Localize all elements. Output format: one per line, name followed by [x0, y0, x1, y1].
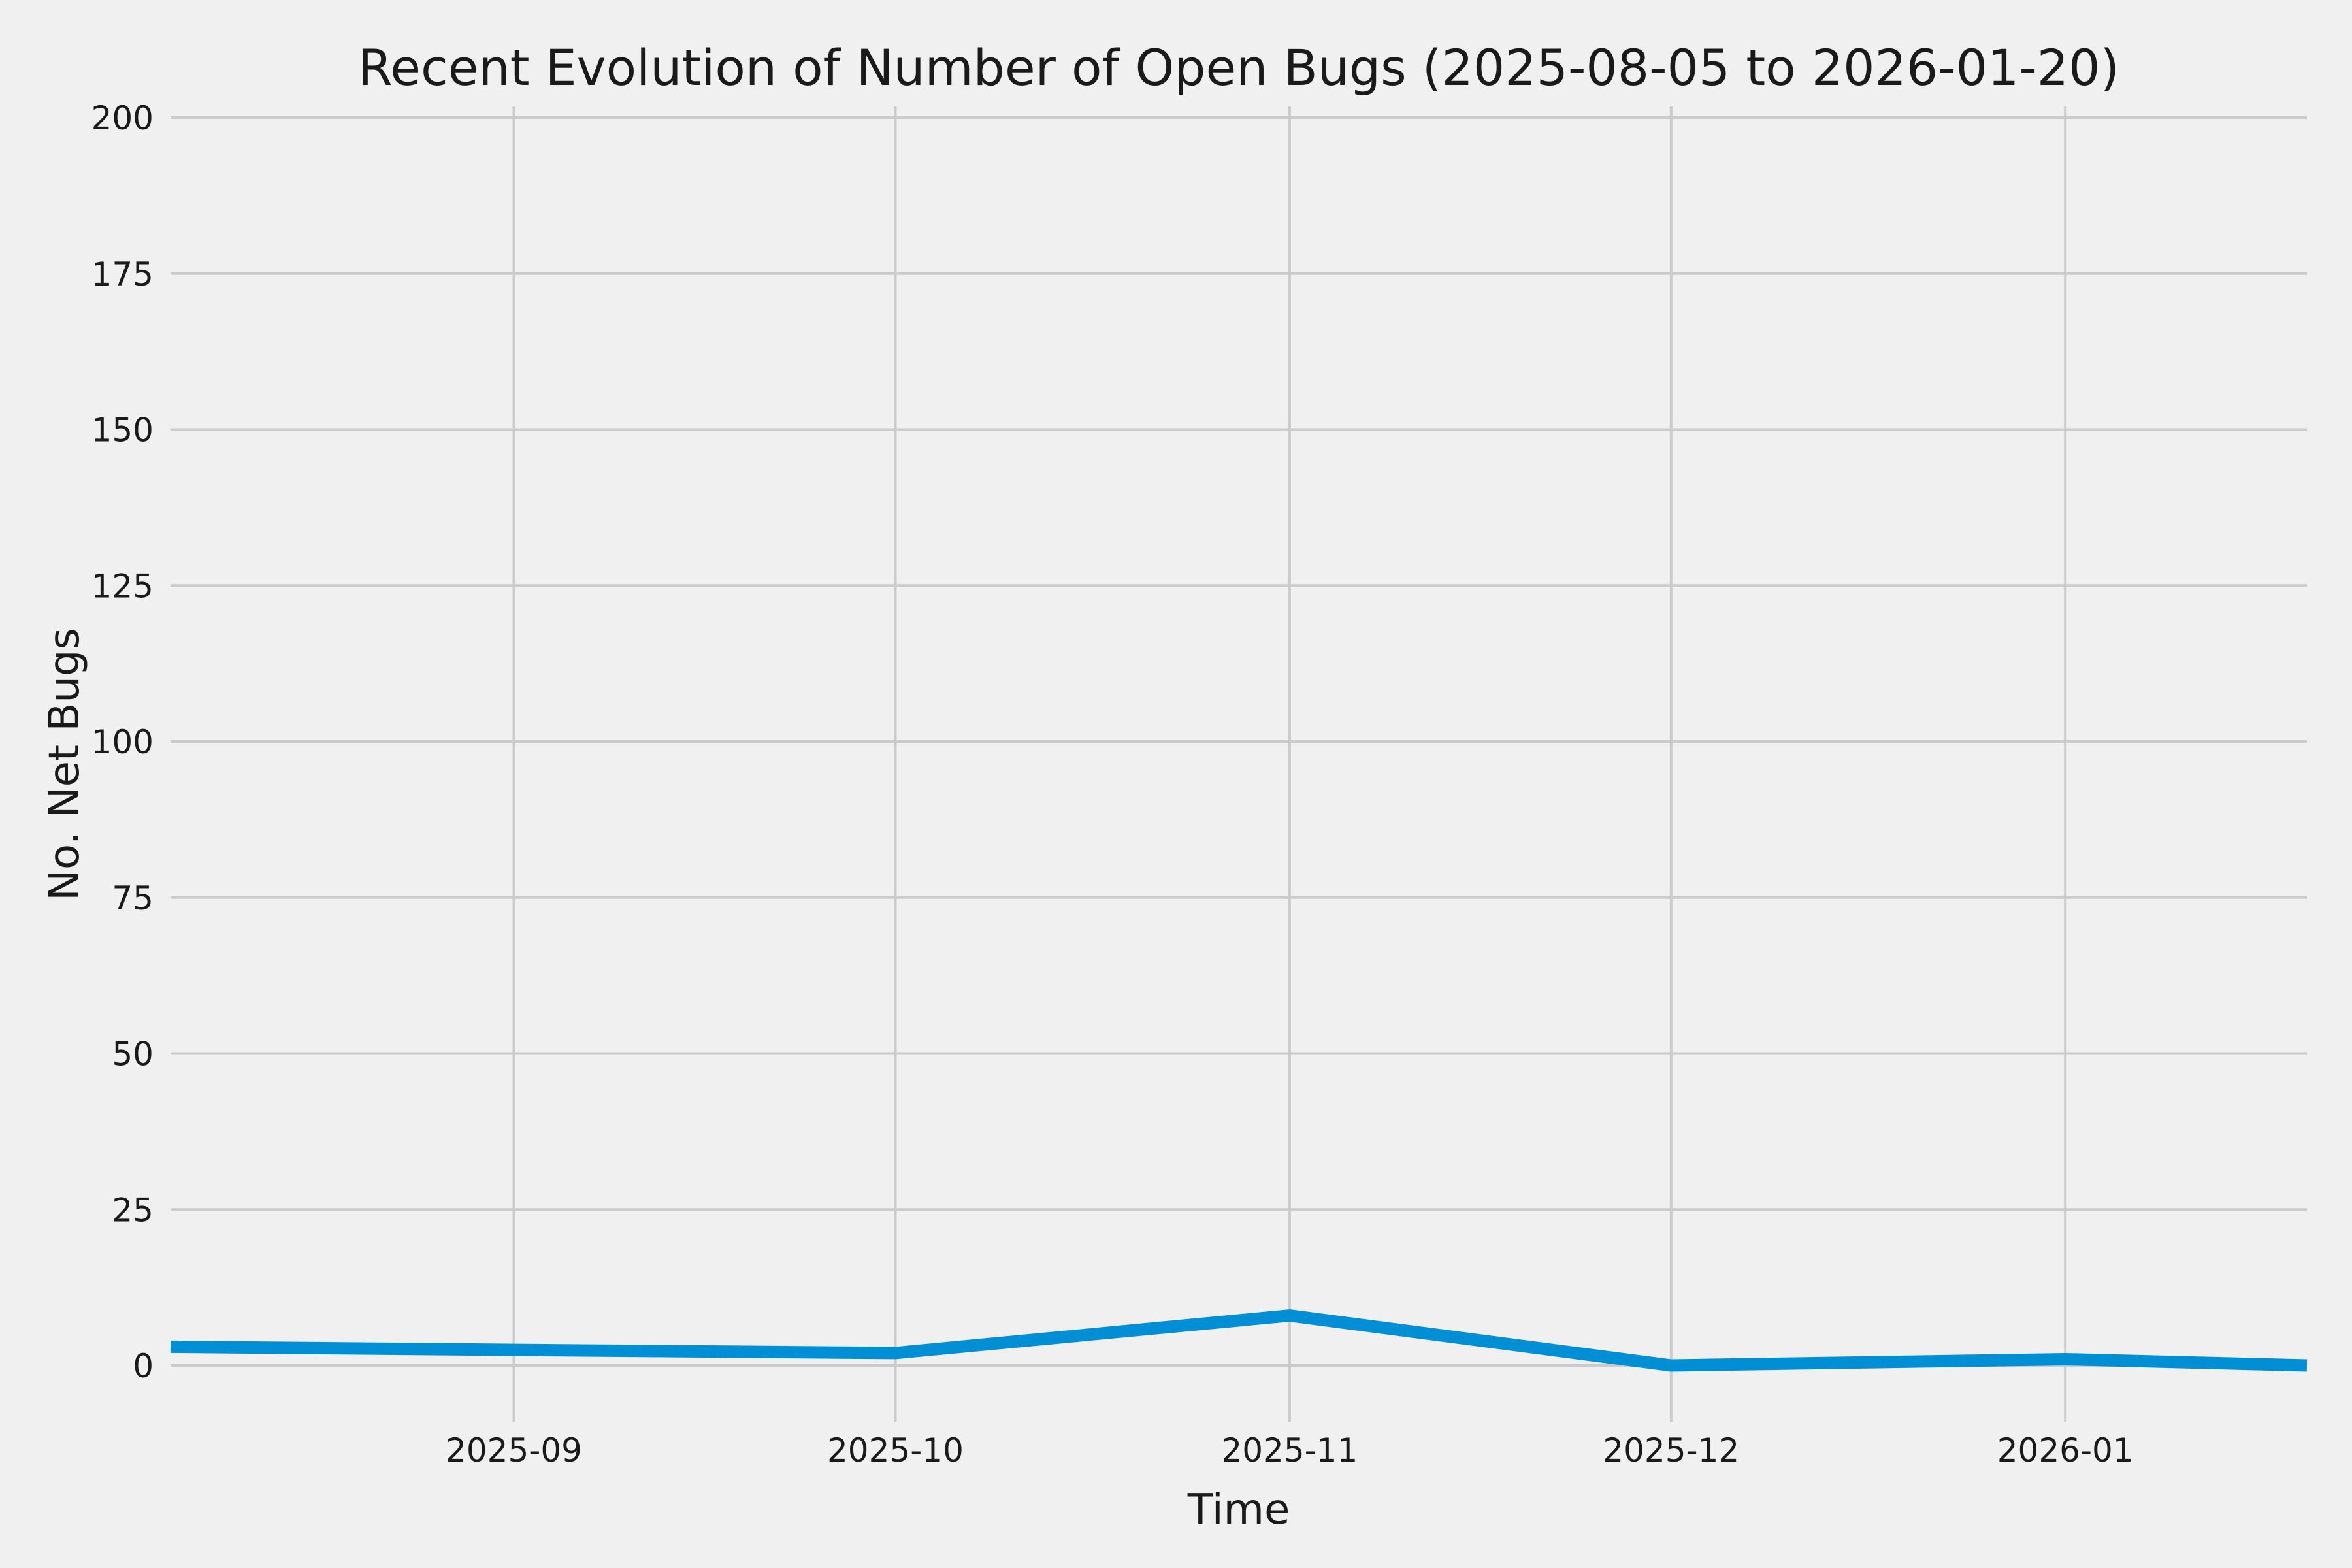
- y-tick-label: 50: [112, 1036, 154, 1073]
- y-tick-label: 175: [91, 255, 154, 293]
- x-tick-label: 2025-11: [1221, 1431, 1358, 1469]
- open-bugs-line-series: [170, 1309, 2308, 1372]
- y-axis-title: No. Net Bugs: [41, 628, 89, 901]
- gridlines: [171, 106, 2307, 1422]
- x-tick-label: 2025-12: [1603, 1431, 1739, 1469]
- tick-labels: 0 25 50 75 100 125 150 175 200 2025-09 2025-10 2025…: [91, 99, 2134, 1469]
- x-tick-label: 2026-01: [1997, 1431, 2134, 1469]
- y-tick-label: 125: [91, 567, 154, 605]
- chart-title: Recent Evolution of Number of Open Bugs …: [358, 39, 2119, 97]
- y-tick-label: 0: [133, 1347, 154, 1385]
- x-tick-label: 2025-10: [827, 1431, 964, 1469]
- y-tick-label: 100: [91, 723, 154, 761]
- y-tick-label: 200: [91, 99, 154, 137]
- y-tick-label: 150: [91, 412, 154, 449]
- x-tick-label: 2025-09: [446, 1431, 582, 1469]
- y-tick-label: 75: [112, 879, 154, 917]
- x-axis-title: Time: [1187, 1486, 1290, 1534]
- y-tick-label: 25: [112, 1191, 154, 1229]
